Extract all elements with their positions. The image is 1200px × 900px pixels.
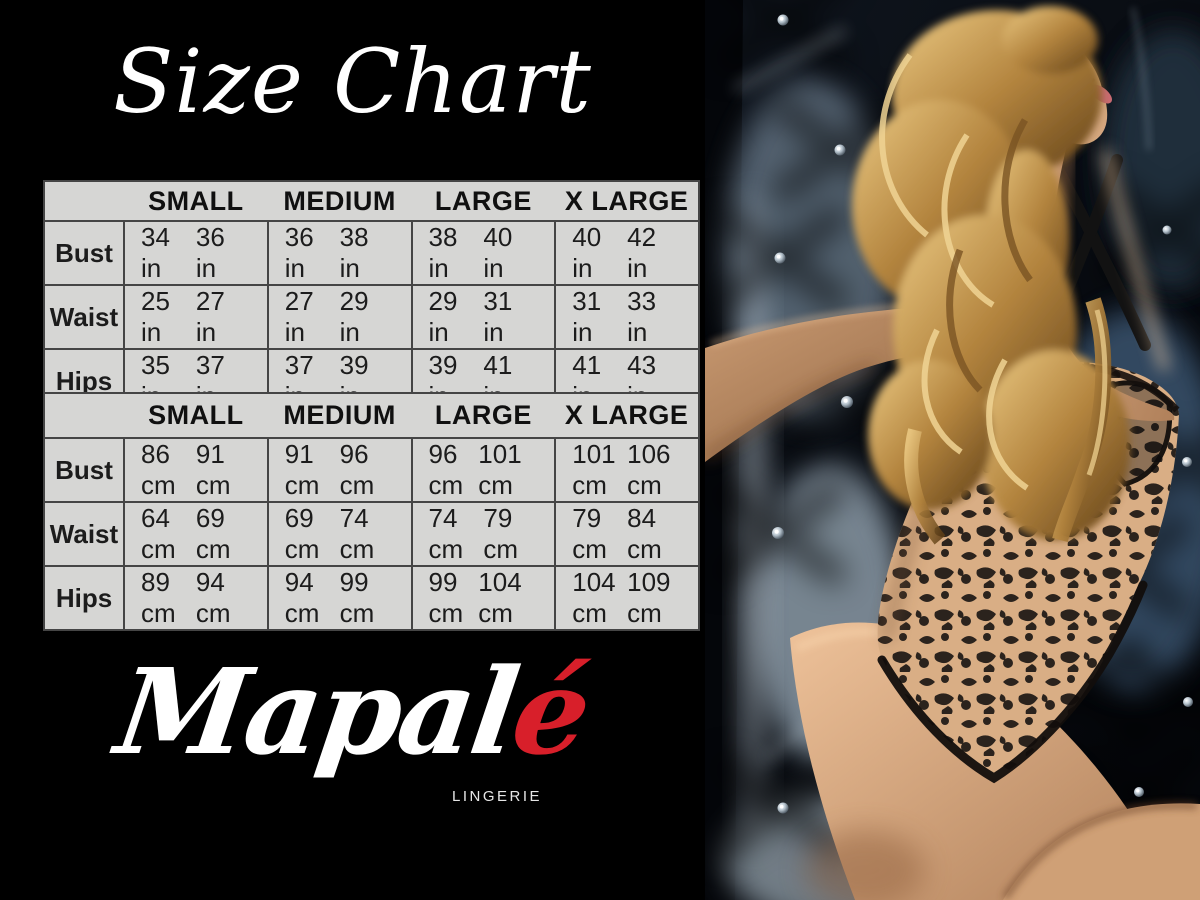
size-min: 74 cm: [428, 503, 464, 564]
page-title: Size Chart: [113, 30, 592, 133]
brand-name: Mapal: [108, 642, 525, 781]
size-min: 89 cm: [141, 567, 176, 628]
row-label: Bust: [43, 220, 125, 286]
size-max: 74 cm: [339, 503, 375, 564]
size-cell: 29 in 31 in: [410, 284, 557, 350]
size-min: 27 in: [284, 286, 314, 347]
size-cell: 94 cm 99 cm: [266, 565, 413, 631]
size-min: 29 in: [428, 286, 458, 347]
column-header: MEDIUM: [283, 400, 396, 430]
column-header: MEDIUM: [283, 185, 396, 216]
size-cell: 91 cm 96 cm: [266, 437, 413, 503]
column-header: SMALL: [148, 400, 244, 430]
column-header: X LARGE: [564, 185, 689, 216]
size-max: 42 in: [627, 222, 657, 283]
model-hair: [852, 6, 1130, 545]
size-max: 104 cm: [478, 567, 522, 628]
info-panel: Size Chart SMALL MEDIUM LARGE X LARGE Bu…: [43, 30, 700, 805]
table-header-row: SMALL MEDIUM LARGE X LARGE: [44, 181, 699, 221]
size-max: 84 cm: [627, 503, 662, 564]
model-photo-illustration: [705, 0, 1200, 900]
brand-tagline: LINGERIE: [452, 788, 543, 805]
size-max: 101 cm: [478, 439, 522, 500]
size-table-cm: SMALL MEDIUM LARGE X LARGE Bust 86 cm 91 …: [43, 392, 700, 631]
column-header: LARGE: [434, 400, 532, 430]
size-min: 86 cm: [141, 439, 176, 500]
table-row: Bust 86 cm 91 cm 91 cm 96 cm 96 cm 101 cm 1…: [43, 437, 700, 503]
size-max: 109 cm: [627, 567, 671, 628]
size-min: 104 cm: [572, 567, 616, 628]
size-max: 38 in: [339, 222, 369, 283]
size-min: 69 cm: [284, 503, 320, 564]
size-cell: 96 cm 101 cm: [410, 437, 557, 503]
row-label: Hips: [43, 565, 125, 631]
size-cell: 79 cm 84 cm: [554, 501, 700, 567]
size-min: 36 in: [284, 222, 314, 283]
brand-logo: Mapalé: [0, 642, 715, 781]
size-table-inches: SMALL MEDIUM LARGE X LARGE Bust 34 in 36 …: [43, 180, 700, 414]
size-cell: 34 in 36 in: [123, 220, 269, 286]
table-row: Hips 89 cm 94 cm 94 cm 99 cm 99 cm 104 cm 1…: [43, 565, 700, 631]
size-min: 64 cm: [141, 503, 176, 564]
size-min: 25 in: [141, 286, 170, 347]
size-cell: 64 cm 69 cm: [123, 501, 269, 567]
size-max: 31 in: [483, 286, 513, 347]
size-cell: 99 cm 104 cm: [410, 565, 557, 631]
table-row: Waist 64 cm 69 cm 69 cm 74 cm 74 cm 79 cm 7…: [43, 501, 700, 567]
size-cell: 69 cm 74 cm: [266, 501, 413, 567]
row-label: Waist: [43, 284, 125, 350]
model-photo: [705, 0, 1200, 900]
size-max: 91 cm: [195, 439, 231, 500]
size-min: 31 in: [572, 286, 602, 347]
size-min: 99 cm: [428, 567, 464, 628]
row-label: Bust: [43, 437, 125, 503]
column-header: LARGE: [434, 185, 532, 216]
size-max: 69 cm: [195, 503, 231, 564]
size-cell: 74 cm 79 cm: [410, 501, 557, 567]
size-cell: 104 cm 109 cm: [554, 565, 700, 631]
size-min: 94 cm: [284, 567, 320, 628]
size-max: 96 cm: [339, 439, 375, 500]
size-min: 79 cm: [572, 503, 607, 564]
size-max: 79 cm: [483, 503, 519, 564]
size-cell: 25 in 27 in: [123, 284, 269, 350]
size-cell: 86 cm 91 cm: [123, 437, 269, 503]
size-min: 38 in: [428, 222, 458, 283]
size-max: 36 in: [195, 222, 225, 283]
size-cell: 27 in 29 in: [266, 284, 413, 350]
size-max: 94 cm: [195, 567, 231, 628]
size-max: 29 in: [339, 286, 369, 347]
size-cell: 36 in 38 in: [266, 220, 413, 286]
size-cell: 89 cm 94 cm: [123, 565, 269, 631]
size-max: 27 in: [195, 286, 225, 347]
size-min: 96 cm: [428, 439, 464, 500]
table-row: Bust 34 in 36 in 36 in 38 in 38 in 40 in 40…: [43, 220, 700, 286]
size-max: 33 in: [627, 286, 657, 347]
size-cell: 38 in 40 in: [410, 220, 557, 286]
size-max: 106 cm: [627, 439, 671, 500]
size-max: 40 in: [483, 222, 513, 283]
table-row: Waist 25 in 27 in 27 in 29 in 29 in 31 in 3…: [43, 284, 700, 350]
row-label: Waist: [43, 501, 125, 567]
size-cell: 40 in 42 in: [554, 220, 700, 286]
size-min: 40 in: [572, 222, 602, 283]
corner-cell: [44, 393, 124, 438]
column-header: SMALL: [148, 185, 244, 216]
column-header: X LARGE: [564, 400, 689, 430]
corner-cell: [44, 181, 124, 221]
table-header-row: SMALL MEDIUM LARGE X LARGE: [44, 393, 699, 438]
size-max: 99 cm: [339, 567, 375, 628]
size-min: 91 cm: [284, 439, 320, 500]
size-cell: 31 in 33 in: [554, 284, 700, 350]
size-min: 101 cm: [572, 439, 616, 500]
size-cell: 101 cm 106 cm: [554, 437, 700, 503]
size-min: 34 in: [141, 222, 170, 283]
